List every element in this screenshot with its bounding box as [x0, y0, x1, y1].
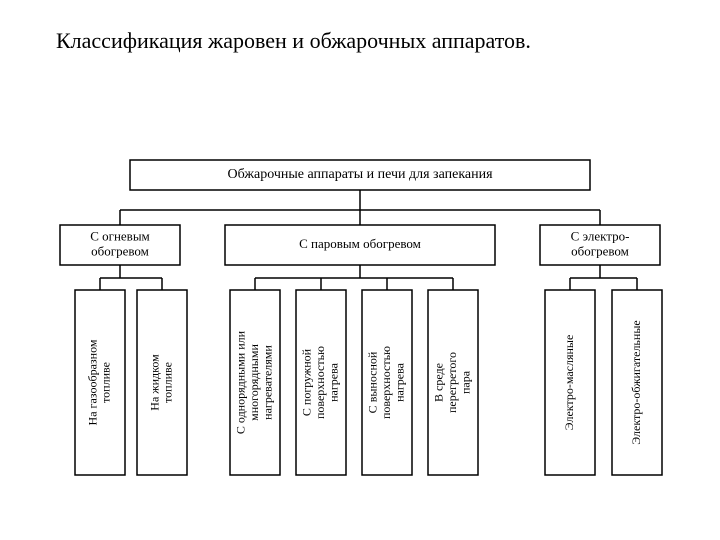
- mid-label-elec: С электро-обогревом: [571, 229, 630, 259]
- leaf-label-leaf7: Электро-обжигательные: [629, 320, 643, 444]
- root-label: Обжарочные аппараты и печи для запекания: [227, 167, 493, 182]
- diagram-svg: Обжарочные аппараты и печи для запекания…: [0, 0, 720, 540]
- leaf-label-leaf6: Электро-масляные: [562, 335, 576, 431]
- mid-label-steam: С паровым обогревом: [299, 236, 421, 251]
- leaf-label-leaf2: С однорядными илимногорядныминагревателя…: [233, 330, 274, 434]
- mid-label-fire: С огневымобогревом: [90, 229, 150, 259]
- leaf-label-leaf1: На жидкомтопливе: [147, 354, 174, 411]
